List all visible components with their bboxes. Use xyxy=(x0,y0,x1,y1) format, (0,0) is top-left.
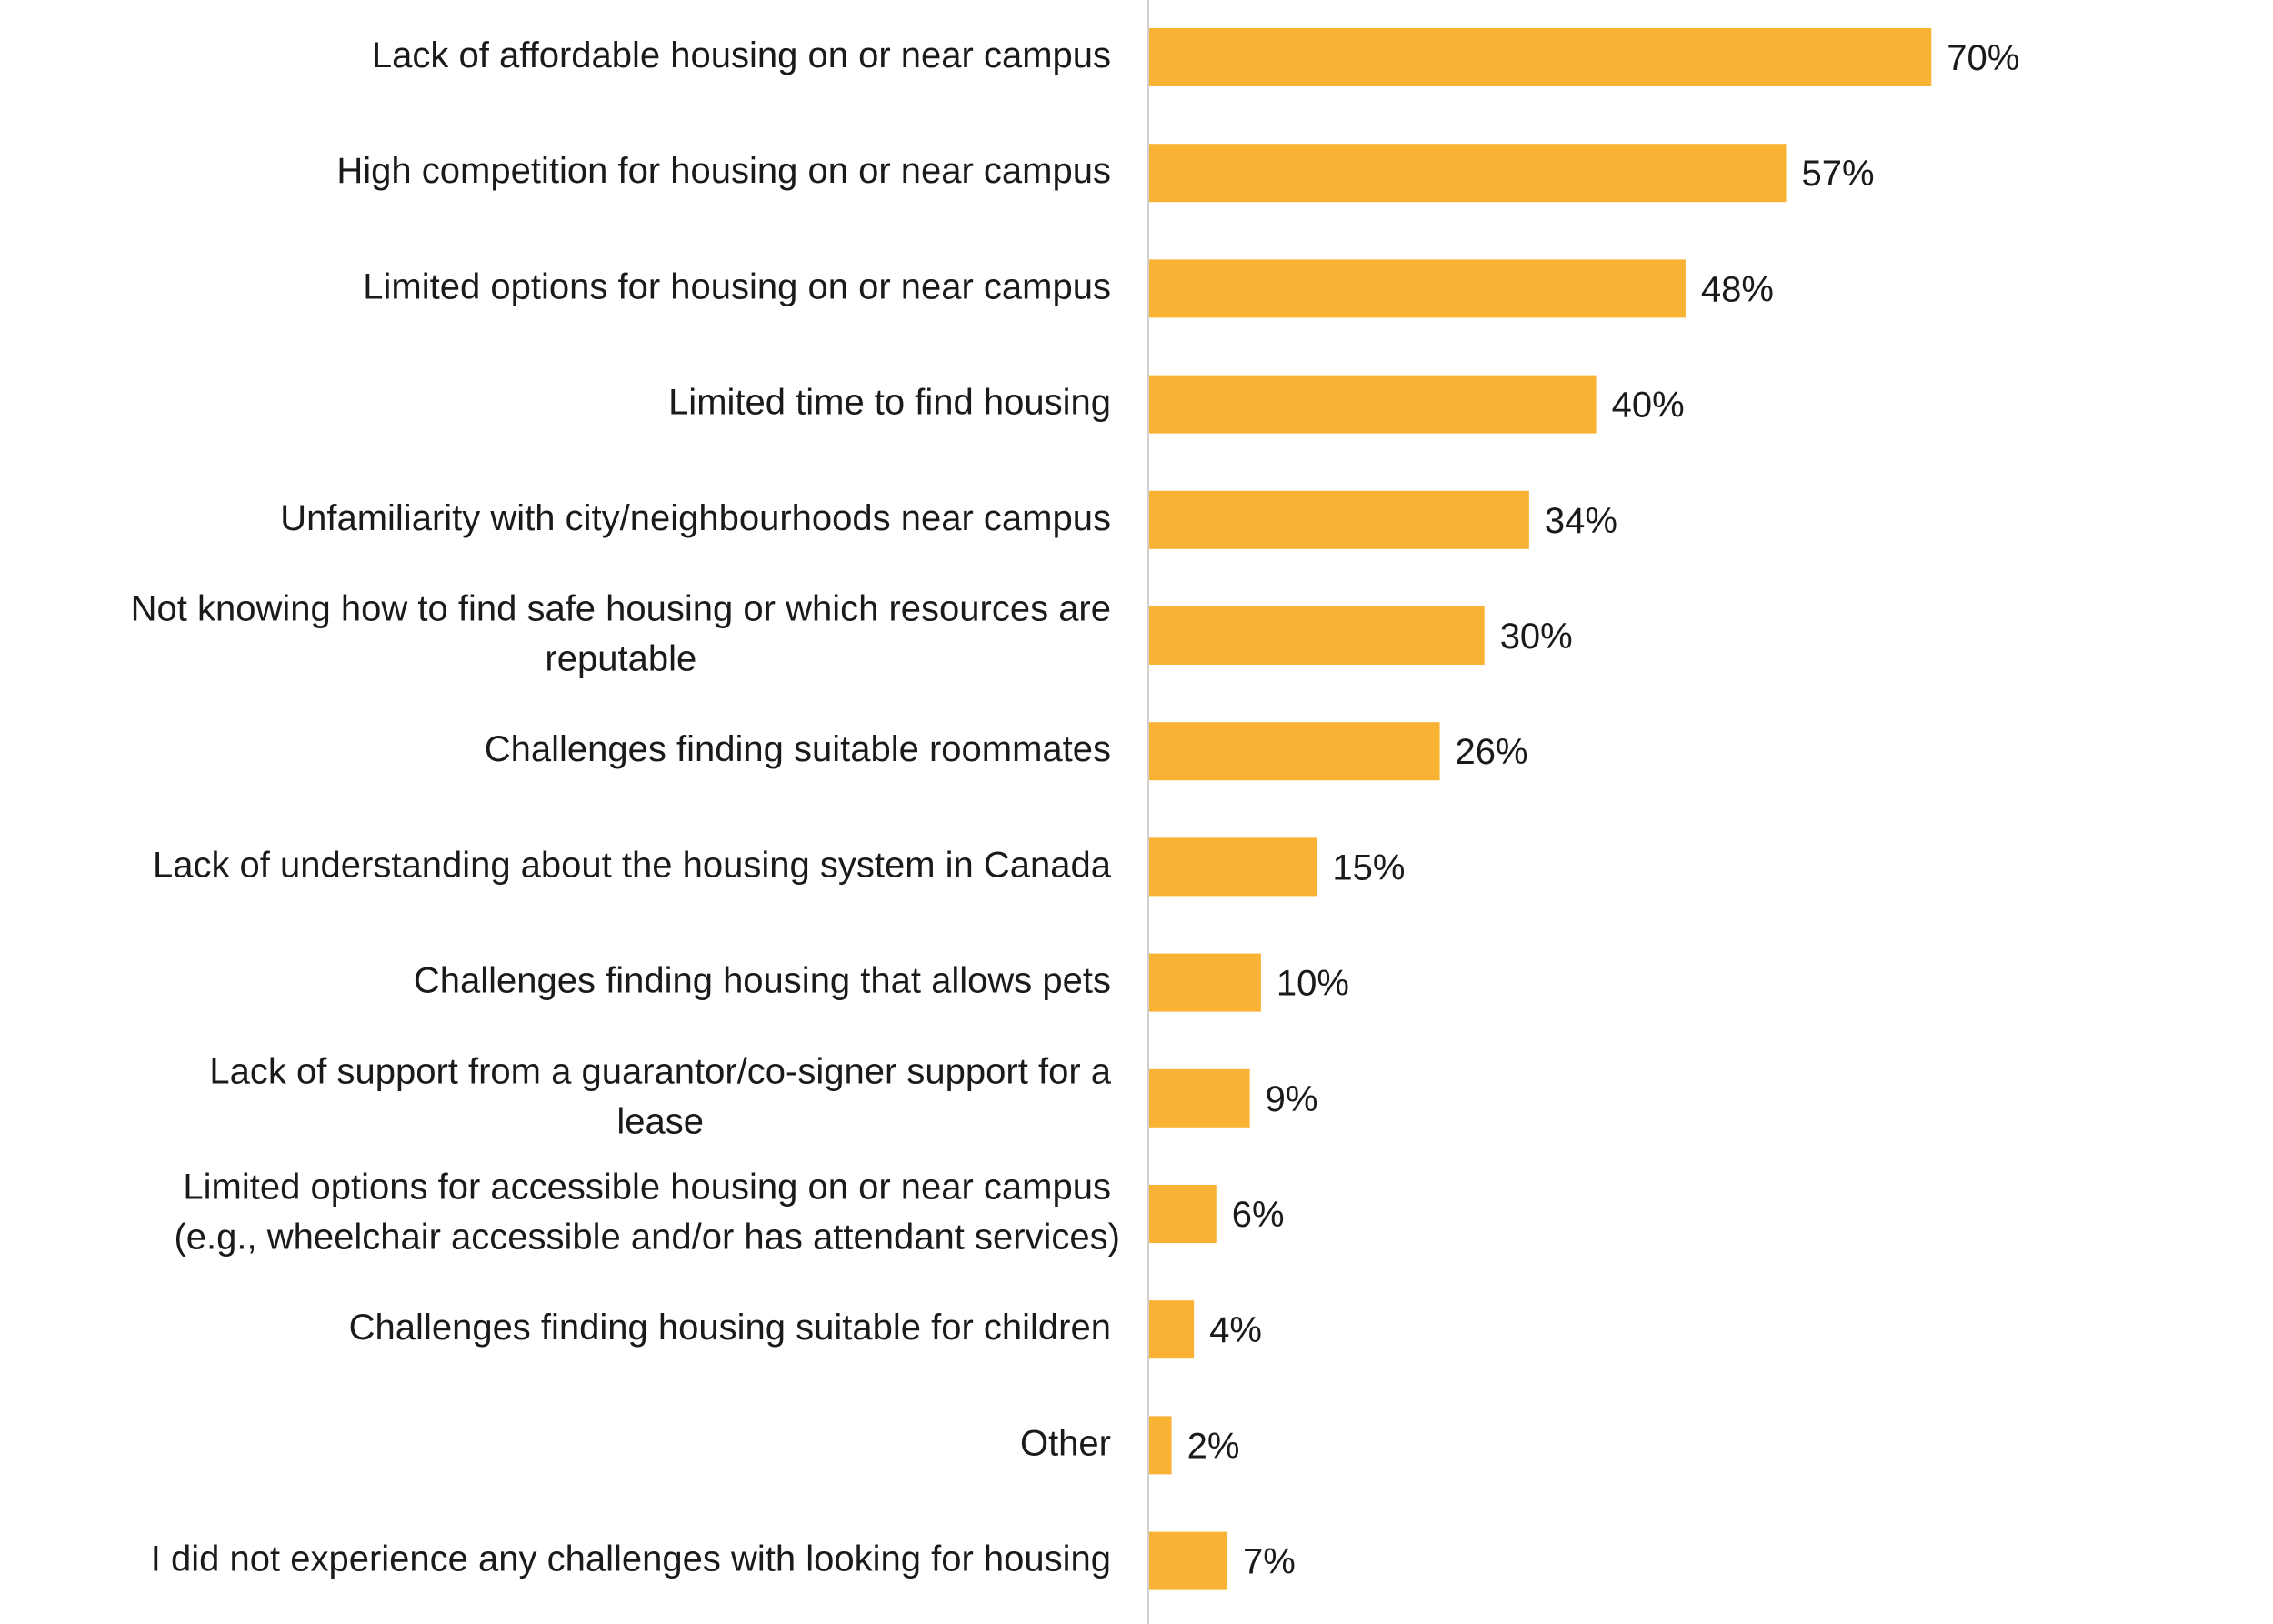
bar-10 xyxy=(1149,1185,1217,1243)
bars xyxy=(1149,28,1932,1590)
bar-2 xyxy=(1149,259,1686,318)
value-label-6: 26% xyxy=(1456,732,1528,772)
bar-13 xyxy=(1149,1531,1228,1590)
value-label-8: 10% xyxy=(1277,964,1349,1004)
bar-0 xyxy=(1149,28,1932,86)
category-label-11: Challenges finding housing suitable for … xyxy=(349,1308,1111,1348)
value-label-3: 40% xyxy=(1612,386,1685,426)
bar-1 xyxy=(1149,144,1787,203)
bar-4 xyxy=(1149,490,1529,549)
category-label-9: Lack of support from a guarantor/co-sign… xyxy=(209,1051,1111,1141)
value-label-7: 15% xyxy=(1332,847,1405,887)
bar-6 xyxy=(1149,722,1440,781)
bar-12 xyxy=(1149,1416,1172,1475)
category-label-12: Other xyxy=(1020,1423,1111,1463)
value-label-1: 57% xyxy=(1802,154,1875,194)
value-label-4: 34% xyxy=(1545,501,1617,541)
category-label-2: Limited options for housing on or near c… xyxy=(363,266,1111,306)
value-label-13: 7% xyxy=(1243,1542,1296,1582)
value-label-12: 2% xyxy=(1187,1426,1240,1466)
value-label-10: 6% xyxy=(1232,1195,1285,1235)
category-label-4: Unfamiliarity with city/neighbourhoods n… xyxy=(280,498,1111,538)
value-label-2: 48% xyxy=(1701,269,1774,309)
bar-8 xyxy=(1149,953,1261,1012)
bar-9 xyxy=(1149,1068,1250,1128)
value-label-0: 70% xyxy=(1947,38,2019,78)
category-label-13: I did not experience any challenges with… xyxy=(151,1539,1111,1579)
category-label-5: Not knowing how to find safe housing or … xyxy=(131,589,1111,679)
value-label-9: 9% xyxy=(1266,1079,1318,1119)
category-label-line: (e.g., wheelchair accessible and/or has … xyxy=(174,1218,1120,1258)
category-label-10: Limited options for accessible housing o… xyxy=(174,1168,1120,1258)
category-label-8: Challenges finding housing that allows p… xyxy=(414,961,1111,1001)
category-label-line: lease xyxy=(616,1101,704,1141)
category-label-6: Challenges finding suitable roommates xyxy=(485,729,1111,769)
category-label-line: Not knowing how to find safe housing or … xyxy=(131,589,1111,629)
bar-3 xyxy=(1149,375,1597,434)
value-label-11: 4% xyxy=(1209,1310,1262,1350)
category-label-7: Lack of understanding about the housing … xyxy=(153,845,1112,885)
category-label-line: Lack of support from a guarantor/co-sign… xyxy=(209,1051,1111,1091)
category-label-1: High competition for housing on or near … xyxy=(336,151,1111,191)
bar-7 xyxy=(1149,837,1317,897)
category-label-line: Limited options for accessible housing o… xyxy=(183,1168,1111,1208)
category-label-line: reputable xyxy=(545,639,696,679)
bar-5 xyxy=(1149,606,1485,665)
category-label-0: Lack of affordable housing on or near ca… xyxy=(372,35,1111,75)
bar-11 xyxy=(1149,1300,1195,1359)
category-labels: Lack of affordable housing on or near ca… xyxy=(131,35,1120,1579)
category-label-3: Limited time to find housing xyxy=(668,383,1111,423)
value-labels: 70% 57% 48% 40% 34% 30% 26% 15% 10% 9% 6% 4% 2% 7% xyxy=(1187,38,2020,1582)
value-label-5: 30% xyxy=(1500,617,1573,657)
